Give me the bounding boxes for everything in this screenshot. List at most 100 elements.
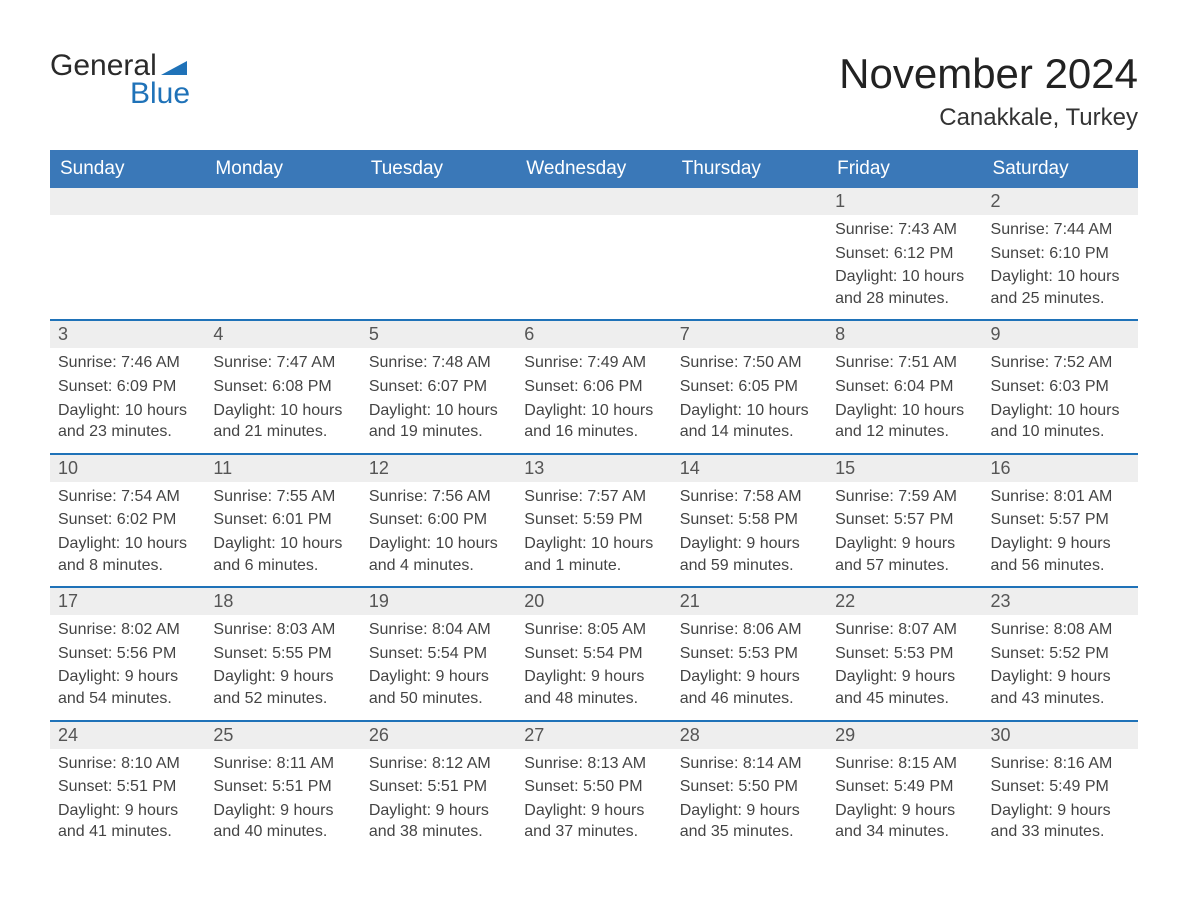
day-info: Sunrise: 7:57 AMSunset: 5:59 PMDaylight:… xyxy=(516,482,671,576)
sunset-line: Sunset: 5:55 PM xyxy=(213,643,352,665)
day-info: Sunrise: 8:01 AMSunset: 5:57 PMDaylight:… xyxy=(983,482,1138,576)
sunset-line: Sunset: 5:57 PM xyxy=(991,509,1130,531)
day-number: 5 xyxy=(361,319,516,348)
day-number xyxy=(50,188,205,215)
day-number xyxy=(516,188,671,215)
sunset-line: Sunset: 6:08 PM xyxy=(213,376,352,398)
daylight-line: Daylight: 10 hours and 14 minutes. xyxy=(680,400,819,443)
sunset-line: Sunset: 5:53 PM xyxy=(680,643,819,665)
sunrise-line: Sunrise: 7:50 AM xyxy=(680,352,819,374)
calendar-cell: 13Sunrise: 7:57 AMSunset: 5:59 PMDayligh… xyxy=(516,453,671,586)
day-number: 10 xyxy=(50,453,205,482)
daylight-line: Daylight: 9 hours and 33 minutes. xyxy=(991,800,1130,843)
sunset-line: Sunset: 5:59 PM xyxy=(524,509,663,531)
sunrise-line: Sunrise: 8:16 AM xyxy=(991,753,1130,775)
calendar-cell: 1Sunrise: 7:43 AMSunset: 6:12 PMDaylight… xyxy=(827,188,982,319)
sunset-line: Sunset: 5:51 PM xyxy=(369,776,508,798)
day-number: 1 xyxy=(827,188,982,215)
sunset-line: Sunset: 5:57 PM xyxy=(835,509,974,531)
day-info: Sunrise: 7:47 AMSunset: 6:08 PMDaylight:… xyxy=(205,348,360,442)
sunset-line: Sunset: 6:12 PM xyxy=(835,243,974,265)
sunrise-line: Sunrise: 8:04 AM xyxy=(369,619,508,641)
daylight-line: Daylight: 9 hours and 46 minutes. xyxy=(680,666,819,709)
sunset-line: Sunset: 6:01 PM xyxy=(213,509,352,531)
day-info: Sunrise: 8:05 AMSunset: 5:54 PMDaylight:… xyxy=(516,615,671,709)
weekday-header: Tuesday xyxy=(361,150,516,188)
daylight-line: Daylight: 9 hours and 50 minutes. xyxy=(369,666,508,709)
day-info: Sunrise: 8:03 AMSunset: 5:55 PMDaylight:… xyxy=(205,615,360,709)
calendar-cell xyxy=(205,188,360,319)
sunset-line: Sunset: 5:53 PM xyxy=(835,643,974,665)
day-number: 2 xyxy=(983,188,1138,215)
sunrise-line: Sunrise: 7:52 AM xyxy=(991,352,1130,374)
daylight-line: Daylight: 9 hours and 37 minutes. xyxy=(524,800,663,843)
sunrise-line: Sunrise: 8:03 AM xyxy=(213,619,352,641)
page-title: November 2024 xyxy=(839,50,1138,98)
day-info: Sunrise: 8:04 AMSunset: 5:54 PMDaylight:… xyxy=(361,615,516,709)
day-number: 30 xyxy=(983,720,1138,749)
calendar-week: 17Sunrise: 8:02 AMSunset: 5:56 PMDayligh… xyxy=(50,586,1138,719)
day-info: Sunrise: 7:56 AMSunset: 6:00 PMDaylight:… xyxy=(361,482,516,576)
daylight-line: Daylight: 10 hours and 12 minutes. xyxy=(835,400,974,443)
sunrise-line: Sunrise: 7:47 AM xyxy=(213,352,352,374)
calendar-week: 1Sunrise: 7:43 AMSunset: 6:12 PMDaylight… xyxy=(50,188,1138,319)
sunrise-line: Sunrise: 8:06 AM xyxy=(680,619,819,641)
calendar-cell: 30Sunrise: 8:16 AMSunset: 5:49 PMDayligh… xyxy=(983,720,1138,853)
daylight-line: Daylight: 10 hours and 25 minutes. xyxy=(991,266,1130,309)
weekday-header: Sunday xyxy=(50,150,205,188)
calendar-cell: 20Sunrise: 8:05 AMSunset: 5:54 PMDayligh… xyxy=(516,586,671,719)
day-number: 27 xyxy=(516,720,671,749)
sunset-line: Sunset: 5:51 PM xyxy=(58,776,197,798)
sunrise-line: Sunrise: 7:54 AM xyxy=(58,486,197,508)
sunrise-line: Sunrise: 7:51 AM xyxy=(835,352,974,374)
sunset-line: Sunset: 5:50 PM xyxy=(680,776,819,798)
day-number: 6 xyxy=(516,319,671,348)
sunrise-line: Sunrise: 8:15 AM xyxy=(835,753,974,775)
daylight-line: Daylight: 10 hours and 28 minutes. xyxy=(835,266,974,309)
day-number: 9 xyxy=(983,319,1138,348)
calendar-cell xyxy=(361,188,516,319)
sunset-line: Sunset: 6:09 PM xyxy=(58,376,197,398)
sunset-line: Sunset: 6:04 PM xyxy=(835,376,974,398)
weekday-header: Wednesday xyxy=(516,150,671,188)
day-number: 20 xyxy=(516,586,671,615)
sunrise-line: Sunrise: 7:56 AM xyxy=(369,486,508,508)
sunrise-line: Sunrise: 8:10 AM xyxy=(58,753,197,775)
day-number: 26 xyxy=(361,720,516,749)
day-info: Sunrise: 7:49 AMSunset: 6:06 PMDaylight:… xyxy=(516,348,671,442)
calendar-cell xyxy=(50,188,205,319)
calendar-cell: 7Sunrise: 7:50 AMSunset: 6:05 PMDaylight… xyxy=(672,319,827,452)
sunrise-line: Sunrise: 7:49 AM xyxy=(524,352,663,374)
calendar-cell: 28Sunrise: 8:14 AMSunset: 5:50 PMDayligh… xyxy=(672,720,827,853)
day-number: 28 xyxy=(672,720,827,749)
sunrise-line: Sunrise: 7:46 AM xyxy=(58,352,197,374)
daylight-line: Daylight: 10 hours and 4 minutes. xyxy=(369,533,508,576)
day-number: 13 xyxy=(516,453,671,482)
daylight-line: Daylight: 9 hours and 43 minutes. xyxy=(991,666,1130,709)
calendar-cell xyxy=(516,188,671,319)
calendar-cell: 25Sunrise: 8:11 AMSunset: 5:51 PMDayligh… xyxy=(205,720,360,853)
sunset-line: Sunset: 5:54 PM xyxy=(369,643,508,665)
calendar-cell: 8 Sunrise: 7:51 AMSunset: 6:04 PMDaylight… xyxy=(827,319,982,452)
calendar-cell: 12Sunrise: 7:56 AMSunset: 6:00 PMDayligh… xyxy=(361,453,516,586)
sunset-line: Sunset: 6:10 PM xyxy=(991,243,1130,265)
weekday-header: Saturday xyxy=(983,150,1138,188)
day-info: Sunrise: 7:43 AMSunset: 6:12 PMDaylight:… xyxy=(827,215,982,309)
calendar-cell: 17Sunrise: 8:02 AMSunset: 5:56 PMDayligh… xyxy=(50,586,205,719)
daylight-line: Daylight: 9 hours and 40 minutes. xyxy=(213,800,352,843)
day-number: 7 xyxy=(672,319,827,348)
day-info: Sunrise: 8:02 AMSunset: 5:56 PMDaylight:… xyxy=(50,615,205,709)
day-info: Sunrise: 8:16 AMSunset: 5:49 PMDaylight:… xyxy=(983,749,1138,843)
sunset-line: Sunset: 5:58 PM xyxy=(680,509,819,531)
calendar-cell: 6Sunrise: 7:49 AMSunset: 6:06 PMDaylight… xyxy=(516,319,671,452)
day-number: 8 xyxy=(827,319,982,348)
weekday-header: Monday xyxy=(205,150,360,188)
calendar-tbody: 1Sunrise: 7:43 AMSunset: 6:12 PMDaylight… xyxy=(50,188,1138,853)
calendar-cell: 19Sunrise: 8:04 AMSunset: 5:54 PMDayligh… xyxy=(361,586,516,719)
sunrise-line: Sunrise: 7:48 AM xyxy=(369,352,508,374)
sunrise-line: Sunrise: 8:13 AM xyxy=(524,753,663,775)
day-info: Sunrise: 7:59 AMSunset: 5:57 PMDaylight:… xyxy=(827,482,982,576)
calendar-cell: 14Sunrise: 7:58 AMSunset: 5:58 PMDayligh… xyxy=(672,453,827,586)
calendar-table: SundayMondayTuesdayWednesdayThursdayFrid… xyxy=(50,150,1138,853)
day-info: Sunrise: 7:54 AMSunset: 6:02 PMDaylight:… xyxy=(50,482,205,576)
